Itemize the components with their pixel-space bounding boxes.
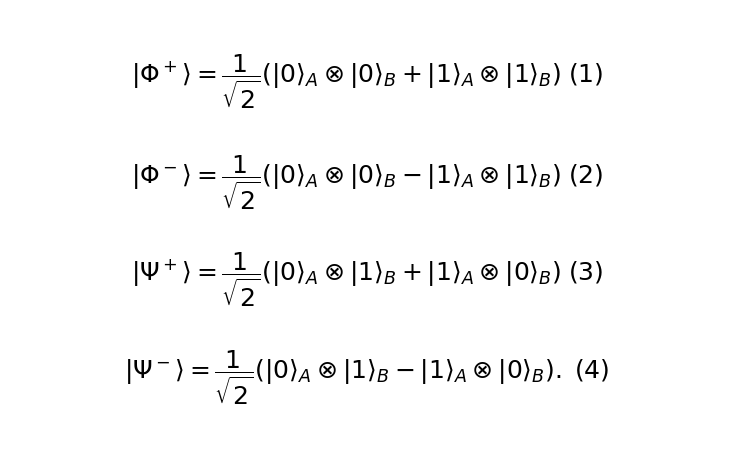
Text: $|\Psi^+\rangle = \dfrac{1}{\sqrt{2}}(|0\rangle_A \otimes |1\rangle_B + |1\rangl: $|\Psi^+\rangle = \dfrac{1}{\sqrt{2}}(|0… bbox=[131, 251, 603, 310]
Text: $|\Psi^-\rangle = \dfrac{1}{\sqrt{2}}(|0\rangle_A \otimes |1\rangle_B - |1\rangl: $|\Psi^-\rangle = \dfrac{1}{\sqrt{2}}(|0… bbox=[124, 348, 610, 407]
Text: $|\Phi^+\rangle = \dfrac{1}{\sqrt{2}}(|0\rangle_A \otimes |0\rangle_B + |1\rangl: $|\Phi^+\rangle = \dfrac{1}{\sqrt{2}}(|0… bbox=[131, 52, 603, 111]
Text: $|\Phi^-\rangle = \dfrac{1}{\sqrt{2}}(|0\rangle_A \otimes |0\rangle_B - |1\rangl: $|\Phi^-\rangle = \dfrac{1}{\sqrt{2}}(|0… bbox=[131, 154, 603, 212]
